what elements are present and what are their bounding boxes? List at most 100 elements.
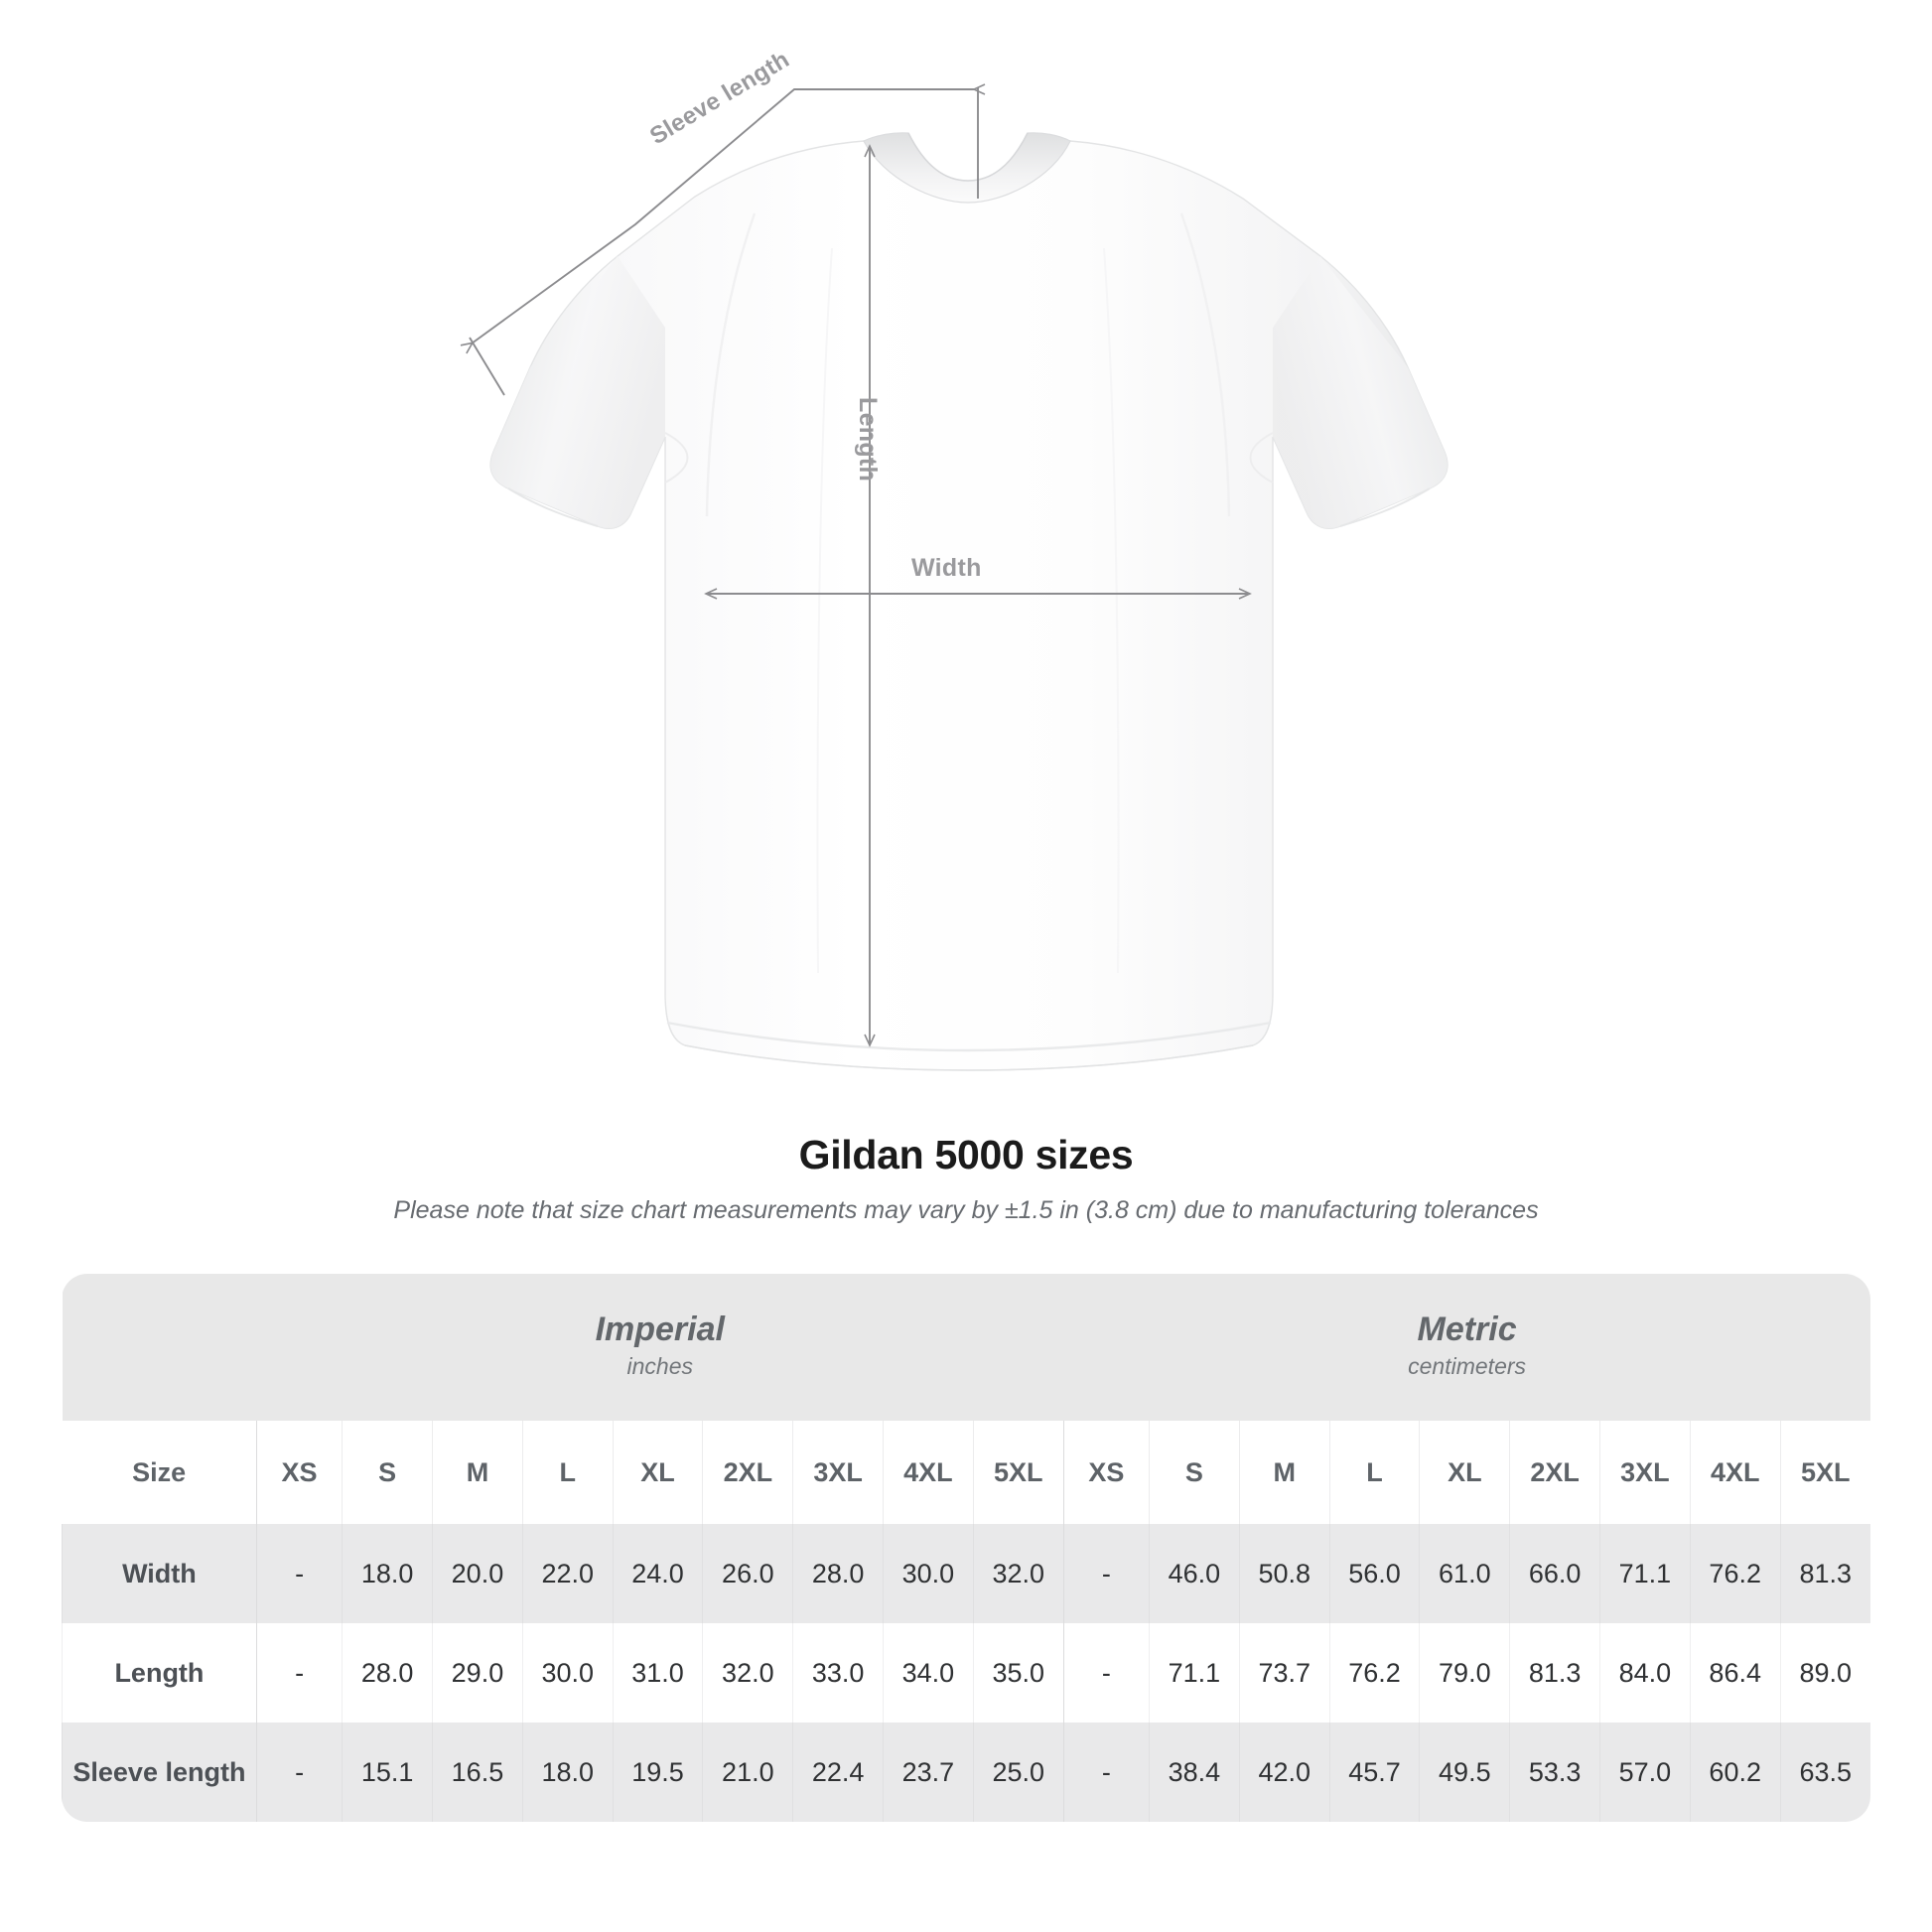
- cell-sleeve-length-5xl-metric: 63.5: [1779, 1723, 1870, 1822]
- size-header-label: Size: [62, 1421, 257, 1524]
- cell-length-l-metric: 76.2: [1328, 1623, 1420, 1723]
- unit-group-unit: inches: [626, 1353, 693, 1380]
- cell-length-xl-metric: 79.0: [1419, 1623, 1510, 1723]
- cell-width-xs-metric: -: [1062, 1524, 1150, 1623]
- size-chart-table: Imperial inches Metric centimeters Size XS S M L…: [62, 1274, 1870, 1822]
- cell-length-m-imperial: 29.0: [432, 1623, 523, 1723]
- size-column-header-l-imperial: L: [521, 1421, 614, 1524]
- size-column-header-s-imperial: S: [342, 1421, 433, 1524]
- cell-width-3xl-metric: 71.1: [1599, 1524, 1691, 1623]
- cell-length-5xl-imperial: 35.0: [972, 1623, 1064, 1723]
- cell-length-xl-imperial: 31.0: [612, 1623, 703, 1723]
- cell-width-l-metric: 56.0: [1328, 1524, 1420, 1623]
- cell-width-l-imperial: 22.0: [521, 1524, 614, 1623]
- cell-width-m-metric: 50.8: [1238, 1524, 1330, 1623]
- cell-sleeve-length-l-imperial: 18.0: [521, 1723, 614, 1822]
- cell-sleeve-length-5xl-imperial: 25.0: [972, 1723, 1064, 1822]
- measurement-lines: [460, 83, 1252, 1047]
- cell-width-2xl-metric: 66.0: [1509, 1524, 1600, 1623]
- table-row: Width -18.0 20.0 22.0 24.0 26.0 28.0 30.0 32.0-4…: [62, 1524, 1870, 1623]
- cell-sleeve-length-xl-imperial: 19.5: [612, 1723, 703, 1822]
- cell-width-4xl-imperial: 30.0: [883, 1524, 974, 1623]
- size-header-row: Size XS S M L XL 2XL 3XL 4XL 5XL XS S M L XL 2XL 3XL 4XL 5…: [62, 1421, 1870, 1524]
- size-column-header-5xl-metric: 5XL: [1779, 1421, 1870, 1524]
- cell-sleeve-length-l-metric: 45.7: [1328, 1723, 1420, 1822]
- unit-group-unit: centimeters: [1408, 1353, 1527, 1380]
- cell-sleeve-length-3xl-imperial: 22.4: [792, 1723, 884, 1822]
- size-chart-table-container: Imperial inches Metric centimeters Size XS S M L…: [62, 1274, 1870, 1822]
- cell-length-2xl-imperial: 32.0: [702, 1623, 793, 1723]
- unit-group-name: Metric: [1417, 1311, 1517, 1349]
- cell-sleeve-length-xl-metric: 49.5: [1419, 1723, 1510, 1822]
- size-column-header-xl-imperial: XL: [612, 1421, 703, 1524]
- row-label-length: Length: [62, 1623, 257, 1723]
- size-column-header-xl-metric: XL: [1419, 1421, 1510, 1524]
- row-label-width: Width: [62, 1524, 257, 1623]
- row-label-sleeve-length: Sleeve length: [62, 1723, 257, 1822]
- size-column-header-xs-metric: XS: [1062, 1421, 1150, 1524]
- cell-length-s-imperial: 28.0: [342, 1623, 433, 1723]
- size-column-header-l-metric: L: [1328, 1421, 1420, 1524]
- cell-width-m-imperial: 20.0: [432, 1524, 523, 1623]
- table-row: Sleeve length -15.1 16.5 18.0 19.5 21.0 22.4 23…: [62, 1723, 1870, 1822]
- unit-group-imperial: Imperial inches: [256, 1274, 1064, 1421]
- size-column-header-m-metric: M: [1238, 1421, 1330, 1524]
- size-column-header-5xl-imperial: 5XL: [972, 1421, 1064, 1524]
- cell-width-s-metric: 46.0: [1149, 1524, 1240, 1623]
- cell-width-xs-imperial: -: [255, 1524, 343, 1623]
- size-column-header-s-metric: S: [1149, 1421, 1240, 1524]
- table-row: Length -28.0 29.0 30.0 31.0 32.0 33.0 34.0 35.0-…: [62, 1623, 1870, 1723]
- tshirt-diagram: Sleeve length Length Width: [460, 46, 1449, 1071]
- cell-width-3xl-imperial: 28.0: [792, 1524, 884, 1623]
- cell-width-5xl-imperial: 32.0: [972, 1524, 1064, 1623]
- heading-block: Gildan 5000 sizes Please note that size …: [0, 1132, 1932, 1225]
- size-column-header-2xl-imperial: 2XL: [702, 1421, 793, 1524]
- cell-length-5xl-metric: 89.0: [1779, 1623, 1870, 1723]
- cell-length-l-imperial: 30.0: [521, 1623, 614, 1723]
- cell-length-3xl-metric: 84.0: [1599, 1623, 1691, 1723]
- cell-sleeve-length-2xl-metric: 53.3: [1509, 1723, 1600, 1822]
- unit-header-row: Imperial inches Metric centimeters: [62, 1274, 1870, 1421]
- size-column-header-2xl-metric: 2XL: [1509, 1421, 1600, 1524]
- cell-sleeve-length-3xl-metric: 57.0: [1599, 1723, 1691, 1822]
- unit-header-spacer: [62, 1274, 257, 1421]
- size-column-header-4xl-metric: 4XL: [1689, 1421, 1781, 1524]
- cell-width-5xl-metric: 81.3: [1779, 1524, 1870, 1623]
- cell-sleeve-length-4xl-metric: 60.2: [1689, 1723, 1781, 1822]
- size-column-header-3xl-metric: 3XL: [1599, 1421, 1691, 1524]
- cell-length-3xl-imperial: 33.0: [792, 1623, 884, 1723]
- cell-sleeve-length-m-imperial: 16.5: [432, 1723, 523, 1822]
- cell-sleeve-length-xs-metric: -: [1062, 1723, 1150, 1822]
- cell-length-4xl-metric: 86.4: [1689, 1623, 1781, 1723]
- tolerance-note: Please note that size chart measurements…: [393, 1196, 1539, 1224]
- cell-length-xs-imperial: -: [255, 1623, 343, 1723]
- cell-length-4xl-imperial: 34.0: [883, 1623, 974, 1723]
- cell-length-m-metric: 73.7: [1238, 1623, 1330, 1723]
- tshirt-illustration: [460, 83, 1449, 1071]
- size-column-header-3xl-imperial: 3XL: [792, 1421, 884, 1524]
- page-title: Gildan 5000 sizes: [798, 1132, 1134, 1177]
- unit-group-name: Imperial: [595, 1311, 725, 1349]
- cell-sleeve-length-4xl-imperial: 23.7: [883, 1723, 974, 1822]
- length-label: Length: [854, 397, 882, 483]
- sleeve-cuff-tick: [469, 337, 505, 396]
- cell-width-xl-metric: 61.0: [1419, 1524, 1510, 1623]
- cell-width-s-imperial: 18.0: [342, 1524, 433, 1623]
- cell-sleeve-length-s-imperial: 15.1: [342, 1723, 433, 1822]
- size-column-header-4xl-imperial: 4XL: [883, 1421, 974, 1524]
- size-column-header-m-imperial: M: [432, 1421, 523, 1524]
- cell-sleeve-length-s-metric: 38.4: [1149, 1723, 1240, 1822]
- cell-width-xl-imperial: 24.0: [612, 1524, 703, 1623]
- cell-width-2xl-imperial: 26.0: [702, 1524, 793, 1623]
- cell-sleeve-length-xs-imperial: -: [255, 1723, 343, 1822]
- cell-width-4xl-metric: 76.2: [1689, 1524, 1781, 1623]
- cell-sleeve-length-m-metric: 42.0: [1238, 1723, 1330, 1822]
- shirt-shape: [489, 132, 1449, 1071]
- cell-length-2xl-metric: 81.3: [1509, 1623, 1600, 1723]
- cell-length-xs-metric: -: [1062, 1623, 1150, 1723]
- sleeve-measure-line: [460, 83, 986, 354]
- size-column-header-xs-imperial: XS: [255, 1421, 343, 1524]
- width-label: Width: [911, 554, 982, 582]
- cell-sleeve-length-2xl-imperial: 21.0: [702, 1723, 793, 1822]
- unit-group-metric: Metric centimeters: [1063, 1274, 1870, 1421]
